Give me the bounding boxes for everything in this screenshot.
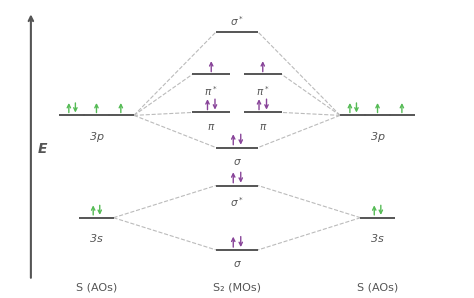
Text: $\pi^*$: $\pi^*$ bbox=[204, 84, 218, 97]
Text: 3$p$: 3$p$ bbox=[89, 130, 104, 144]
Text: $\sigma^*$: $\sigma^*$ bbox=[230, 14, 244, 28]
Text: $\pi$: $\pi$ bbox=[259, 122, 267, 132]
Text: 3$s$: 3$s$ bbox=[89, 232, 104, 244]
Text: 3$p$: 3$p$ bbox=[370, 130, 385, 144]
Text: $\sigma^*$: $\sigma^*$ bbox=[230, 195, 244, 209]
Text: S (AOs): S (AOs) bbox=[76, 282, 117, 292]
Text: E: E bbox=[38, 142, 47, 156]
Text: $\sigma$: $\sigma$ bbox=[233, 259, 241, 269]
Text: S₂ (MOs): S₂ (MOs) bbox=[213, 282, 261, 292]
Text: $\sigma$: $\sigma$ bbox=[233, 157, 241, 167]
Text: $\pi$: $\pi$ bbox=[207, 122, 215, 132]
Text: 3$s$: 3$s$ bbox=[370, 232, 385, 244]
Text: S (AOs): S (AOs) bbox=[357, 282, 398, 292]
Text: $\pi^*$: $\pi^*$ bbox=[256, 84, 270, 97]
